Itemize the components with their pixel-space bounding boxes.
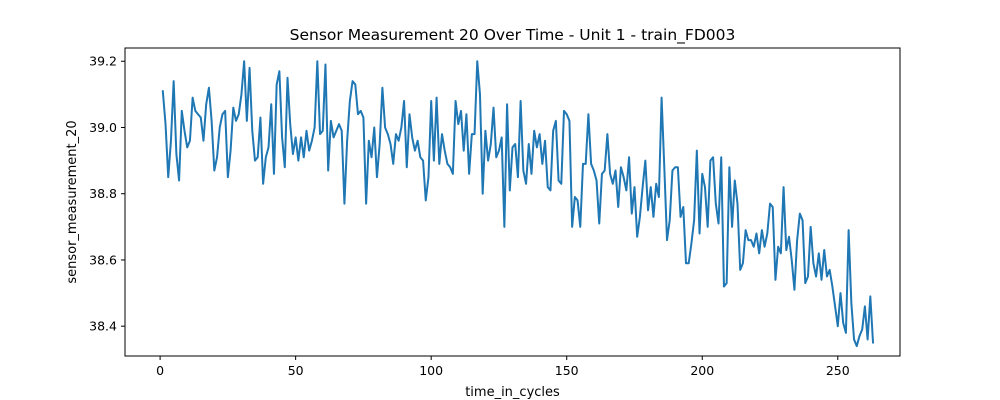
x-axis-label: time_in_cycles [465,385,560,400]
y-tick-label: 38.8 [89,186,117,201]
x-tick-label: 200 [690,363,714,378]
series-line [161,60,875,348]
y-tick-label: 39.2 [89,54,117,69]
y-axis-label: sensor_measurement_20 [65,120,80,283]
x-tick-label: 250 [826,363,850,378]
x-tick-label: 50 [288,363,304,378]
plot-frame [124,47,901,357]
x-tick-label: 100 [419,363,443,378]
y-tick-label: 38.6 [89,252,117,267]
y-tick-label: 38.4 [89,319,117,334]
x-tick-label: 0 [156,363,164,378]
chart-title: Sensor Measurement 20 Over Time - Unit 1… [290,26,736,45]
y-tick-label: 39.0 [89,120,117,135]
x-tick-label: 150 [555,363,579,378]
